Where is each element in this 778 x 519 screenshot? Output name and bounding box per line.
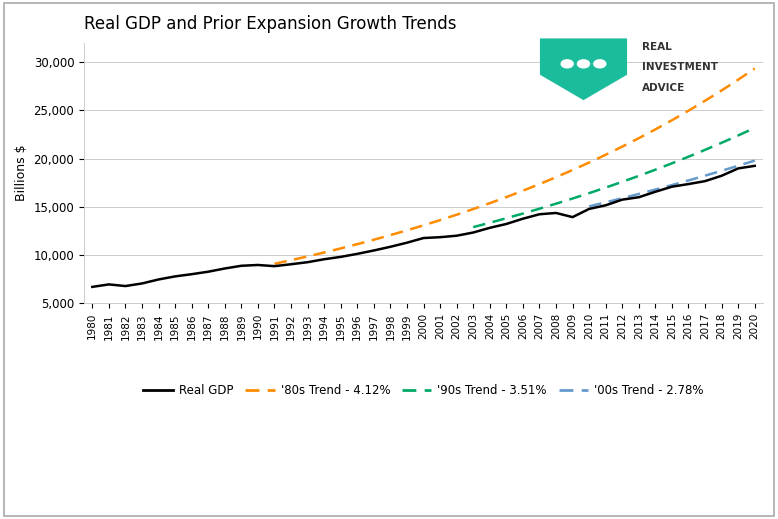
Text: Real GDP and Prior Expansion Growth Trends: Real GDP and Prior Expansion Growth Tren… <box>84 15 457 33</box>
Text: ADVICE: ADVICE <box>642 83 685 93</box>
Polygon shape <box>540 38 627 100</box>
Legend: Real GDP, '80s Trend - 4.12%, '90s Trend - 3.51%, '00s Trend - 2.78%: Real GDP, '80s Trend - 4.12%, '90s Trend… <box>138 379 708 402</box>
Circle shape <box>577 60 590 68</box>
Text: INVESTMENT: INVESTMENT <box>642 62 718 73</box>
Text: REAL: REAL <box>642 42 671 52</box>
Y-axis label: Billions $: Billions $ <box>15 145 28 201</box>
Circle shape <box>561 60 573 68</box>
Circle shape <box>594 60 606 68</box>
